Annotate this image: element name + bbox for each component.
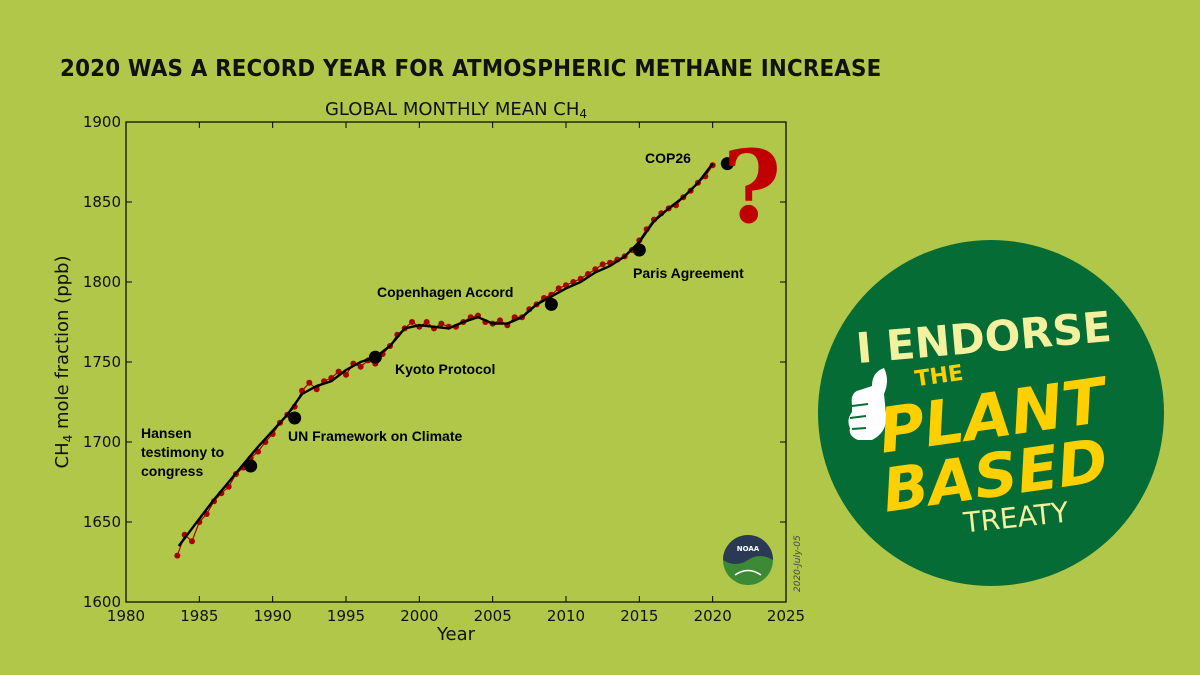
data-point [409, 319, 415, 325]
data-point [306, 379, 313, 386]
x-tick-label: 2025 [767, 607, 805, 625]
milestone-marker [720, 157, 734, 171]
x-tick-label: 1980 [107, 607, 145, 625]
y-tick-label: 1700 [83, 433, 121, 451]
y-tick-label: 1900 [83, 113, 121, 131]
noaa-logo: NOAA [723, 535, 773, 585]
milestone-label: Paris Agreement [633, 265, 744, 281]
thumbs-up-icon [848, 368, 887, 440]
data-point [599, 261, 606, 268]
data-point [174, 552, 181, 559]
x-tick-label: 1995 [327, 607, 365, 625]
milestone-label: Copenhagen Accord [377, 284, 513, 300]
x-tick-label: 2020 [694, 607, 732, 625]
y-tick-label: 1750 [83, 353, 121, 371]
noaa-logo-text: NOAA [737, 545, 760, 553]
milestone-marker [632, 243, 646, 257]
x-tick-label: 2015 [620, 607, 658, 625]
y-tick-label: 1600 [83, 593, 121, 611]
y-tick-label: 1800 [83, 273, 121, 291]
milestone-marker [244, 459, 258, 473]
x-tick-label: 2000 [400, 607, 438, 625]
x-axis-label: Year [436, 624, 476, 645]
milestone-marker [368, 350, 382, 364]
data-point [423, 319, 430, 325]
x-tick-label: 1985 [180, 607, 218, 625]
chart-title: GLOBAL MONTHLY MEAN CH4 [325, 99, 587, 121]
milestone-label: Kyoto Protocol [395, 361, 495, 377]
point-segment [191, 521, 200, 542]
date-stamp: 2020-July-05 [793, 535, 803, 592]
data-point [189, 538, 195, 545]
y-tick-label: 1650 [83, 513, 121, 531]
x-tick-label: 1990 [254, 607, 292, 625]
milestone-label: testimony to [141, 444, 224, 460]
question-mark: ? [723, 128, 782, 246]
data-point [357, 363, 364, 370]
data-point [555, 285, 562, 292]
badge-circle [818, 240, 1164, 586]
milestone-label: Hansen [141, 425, 192, 441]
milestone-label: UN Framework on Climate [288, 428, 462, 444]
data-point [438, 320, 445, 327]
milestone-label: congress [141, 463, 203, 479]
data-point [497, 317, 503, 324]
x-tick-label: 2010 [547, 607, 585, 625]
milestone-marker [288, 411, 302, 425]
x-axis-ticks: 1980 1985 1990 1995 2000 2005 2010 2015 2020 2025 [107, 122, 805, 625]
chart-title-subscript: 4 [579, 107, 587, 121]
data-point [343, 371, 349, 378]
y-axis-ticks: 1600 1650 1700 1750 1800 1850 1900 [83, 113, 786, 611]
headline: 2020 WAS A RECORD YEAR FOR ATMOSPHERIC M… [60, 56, 882, 82]
chart-title-main: GLOBAL MONTHLY MEAN CH [325, 99, 579, 120]
x-tick-label: 2005 [474, 607, 512, 625]
y-tick-label: 1850 [83, 193, 121, 211]
y-axis-label: CH4 mole fraction (ppb) [52, 255, 75, 468]
trend-line [177, 162, 714, 547]
milestone-markers: Hansen testimony to congress UN Framework o… [141, 150, 744, 479]
milestone-label: COP26 [645, 150, 691, 166]
milestone-marker [544, 297, 558, 311]
